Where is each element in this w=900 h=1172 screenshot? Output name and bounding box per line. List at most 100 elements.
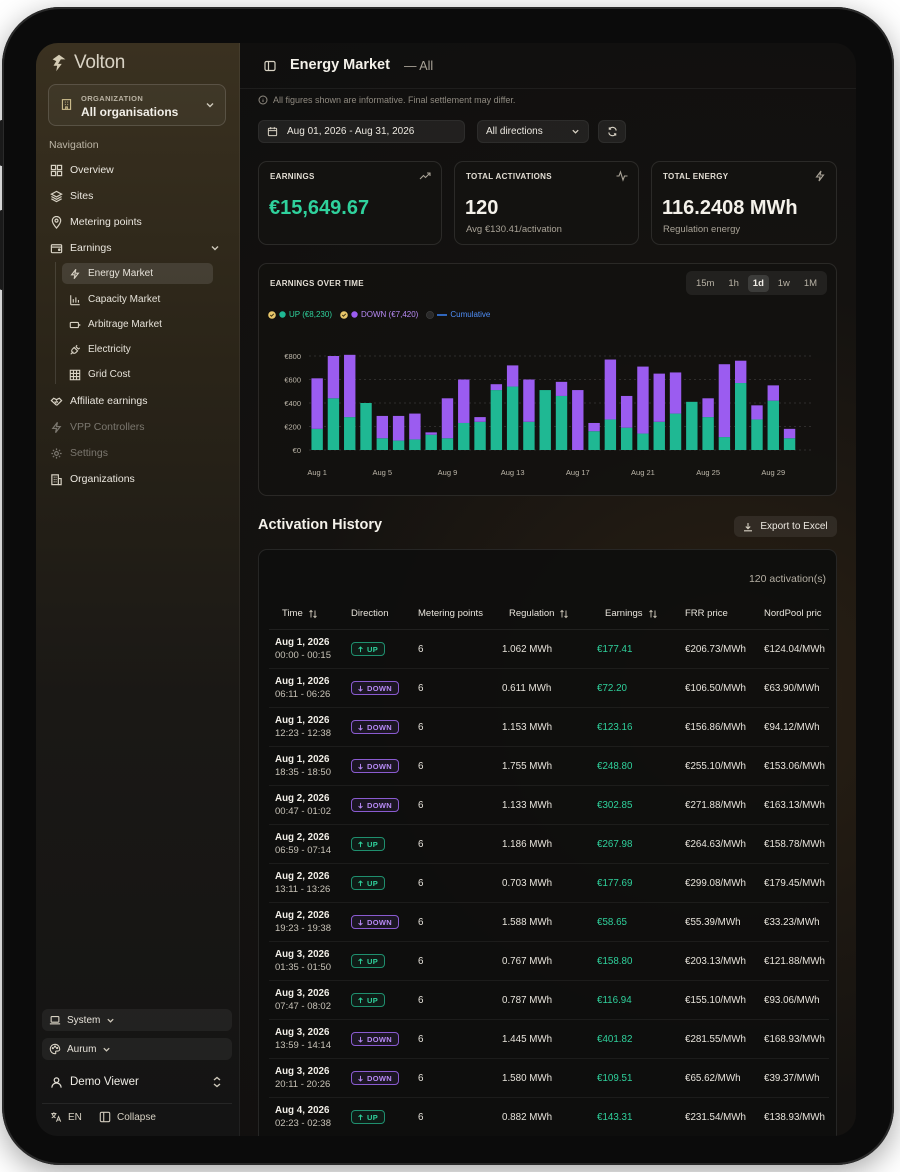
bar-up[interactable] [620, 427, 633, 450]
table-row[interactable]: Aug 3, 2026 13:59 - 14:14 DOWN 6 1.445 MWh €4… [269, 1020, 829, 1059]
bar-down[interactable] [458, 379, 470, 423]
bar-up[interactable] [360, 403, 372, 450]
range-1m[interactable]: 1M [803, 277, 818, 289]
bar-up[interactable] [718, 437, 731, 450]
column-regulation[interactable]: Regulation [509, 608, 569, 619]
direction-select[interactable]: All directions [477, 120, 589, 143]
bar-up[interactable] [344, 417, 356, 450]
bar-up[interactable] [555, 395, 568, 450]
refresh-button[interactable] [598, 120, 626, 143]
theme-menu-button[interactable]: Aurum [42, 1038, 232, 1060]
bar-up[interactable] [409, 439, 421, 450]
range-1w[interactable]: 1w [777, 277, 790, 289]
sidebar-item-affiliate-earnings[interactable]: Affiliate earnings [42, 390, 232, 412]
column-earnings[interactable]: Earnings [605, 608, 658, 619]
table-row[interactable]: Aug 2, 2026 06:59 - 07:14 UP 6 1.186 MWh €267… [269, 825, 829, 864]
sidebar-item-organizations[interactable]: Organizations [42, 468, 232, 490]
table-row[interactable]: Aug 3, 2026 20:11 - 20:26 DOWN 6 1.580 MWh €1… [269, 1059, 829, 1098]
bar-up[interactable] [425, 434, 437, 450]
bar-down[interactable] [620, 395, 633, 428]
range-1h[interactable]: 1h [728, 277, 739, 289]
sidebar-item-metering-points[interactable]: Metering points [42, 211, 232, 233]
table-row[interactable]: Aug 1, 2026 18:35 - 18:50 DOWN 6 1.755 MWh €2… [269, 747, 829, 786]
column-metering-points[interactable]: Metering points [418, 608, 483, 619]
bar-up[interactable] [653, 421, 665, 450]
column-frr-price[interactable]: FRR price [685, 608, 728, 619]
bar-up[interactable] [734, 383, 747, 450]
language-switch[interactable]: EN [50, 1111, 82, 1123]
bar-up[interactable] [523, 421, 535, 450]
bar-up[interactable] [327, 398, 340, 450]
bar-up[interactable] [767, 400, 779, 450]
bar-down[interactable] [392, 415, 405, 441]
bar-up[interactable] [669, 413, 682, 450]
bar-up[interactable] [458, 422, 470, 450]
bar-down[interactable] [653, 373, 665, 422]
table-row[interactable]: Aug 4, 2026 02:23 - 02:38 UP 6 0.882 MWh €143… [269, 1098, 829, 1136]
legend-up[interactable]: UP (€8,230) [268, 310, 332, 319]
bar-up[interactable] [604, 419, 617, 450]
sidebar-toggle-icon[interactable] [264, 60, 276, 72]
bar-down[interactable] [523, 379, 535, 422]
range-15m[interactable]: 15m [695, 277, 715, 289]
sidebar-subitem-energy-market[interactable]: Energy Market [62, 263, 213, 284]
sidebar-subitem-grid-cost[interactable]: Grid Cost [62, 364, 213, 385]
sidebar-item-vpp-controllers[interactable]: VPP Controllers [42, 416, 232, 438]
table-row[interactable]: Aug 1, 2026 00:00 - 00:15 UP 6 1.062 MWh €177… [269, 630, 829, 669]
table-row[interactable]: Aug 1, 2026 06:11 - 06:26 DOWN 6 0.611 MWh €7… [269, 669, 829, 708]
bar-down[interactable] [572, 390, 584, 450]
sidebar-item-sites[interactable]: Sites [42, 185, 232, 207]
bar-up[interactable] [686, 401, 698, 450]
legend-cumulative[interactable]: Cumulative [426, 310, 490, 319]
bar-up[interactable] [506, 386, 519, 450]
bar-down[interactable] [311, 378, 323, 429]
export-excel-button[interactable]: Export to Excel [734, 516, 837, 537]
bar-down[interactable] [327, 356, 340, 399]
bar-down[interactable] [783, 428, 796, 439]
bar-up[interactable] [539, 390, 551, 450]
bar-up[interactable] [588, 431, 600, 450]
sidebar-item-settings[interactable]: Settings [42, 442, 232, 464]
table-row[interactable]: Aug 2, 2026 00:47 - 01:02 DOWN 6 1.133 MWh €3… [269, 786, 829, 825]
bar-up[interactable] [474, 421, 486, 450]
bar-down[interactable] [718, 364, 731, 438]
collapse-sidebar-button[interactable]: Collapse [99, 1111, 156, 1123]
system-menu-button[interactable]: System [42, 1009, 232, 1031]
bar-down[interactable] [555, 381, 568, 396]
bar-down[interactable] [506, 365, 519, 387]
organization-selector[interactable]: ORGANIZATION All organisations [48, 84, 226, 126]
bar-up[interactable] [702, 417, 714, 450]
bar-down[interactable] [409, 413, 421, 440]
date-range-picker[interactable]: Aug 01, 2026 - Aug 31, 2026 [258, 120, 465, 143]
bar-up[interactable] [392, 440, 405, 450]
bar-down[interactable] [734, 360, 747, 384]
bar-down[interactable] [344, 354, 356, 418]
sidebar-subitem-electricity[interactable]: Electricity [62, 339, 213, 360]
sidebar-subitem-capacity-market[interactable]: Capacity Market [62, 289, 213, 310]
bar-down[interactable] [490, 384, 503, 391]
bar-down[interactable] [751, 405, 763, 420]
bar-down[interactable] [767, 385, 779, 401]
bar-up[interactable] [441, 438, 454, 450]
brand-logo[interactable]: Volton [48, 52, 125, 74]
bar-down[interactable] [376, 415, 389, 439]
table-row[interactable]: Aug 3, 2026 01:35 - 01:50 UP 6 0.767 MWh €158… [269, 942, 829, 981]
legend-down[interactable]: DOWN (€7,420) [340, 310, 418, 319]
bar-up[interactable] [490, 390, 503, 450]
table-row[interactable]: Aug 1, 2026 12:23 - 12:38 DOWN 6 1.153 MWh €1… [269, 708, 829, 747]
table-row[interactable]: Aug 2, 2026 19:23 - 19:38 DOWN 6 1.588 MWh €5… [269, 903, 829, 942]
bar-up[interactable] [376, 438, 389, 450]
chevron-down-icon[interactable] [210, 243, 220, 253]
bar-down[interactable] [669, 372, 682, 414]
bar-down[interactable] [637, 366, 649, 434]
bar-up[interactable] [751, 419, 763, 450]
user-menu[interactable]: Demo Viewer [42, 1069, 232, 1095]
column-time[interactable]: Time [282, 608, 318, 619]
bar-down[interactable] [425, 432, 437, 435]
table-row[interactable]: Aug 2, 2026 13:11 - 13:26 UP 6 0.703 MWh €177… [269, 864, 829, 903]
bar-up[interactable] [311, 428, 323, 450]
bar-up[interactable] [783, 438, 796, 450]
sidebar-subitem-arbitrage-market[interactable]: Arbitrage Market [62, 314, 213, 335]
range-1d[interactable]: 1d [747, 274, 769, 292]
column-direction[interactable]: Direction [351, 608, 389, 619]
